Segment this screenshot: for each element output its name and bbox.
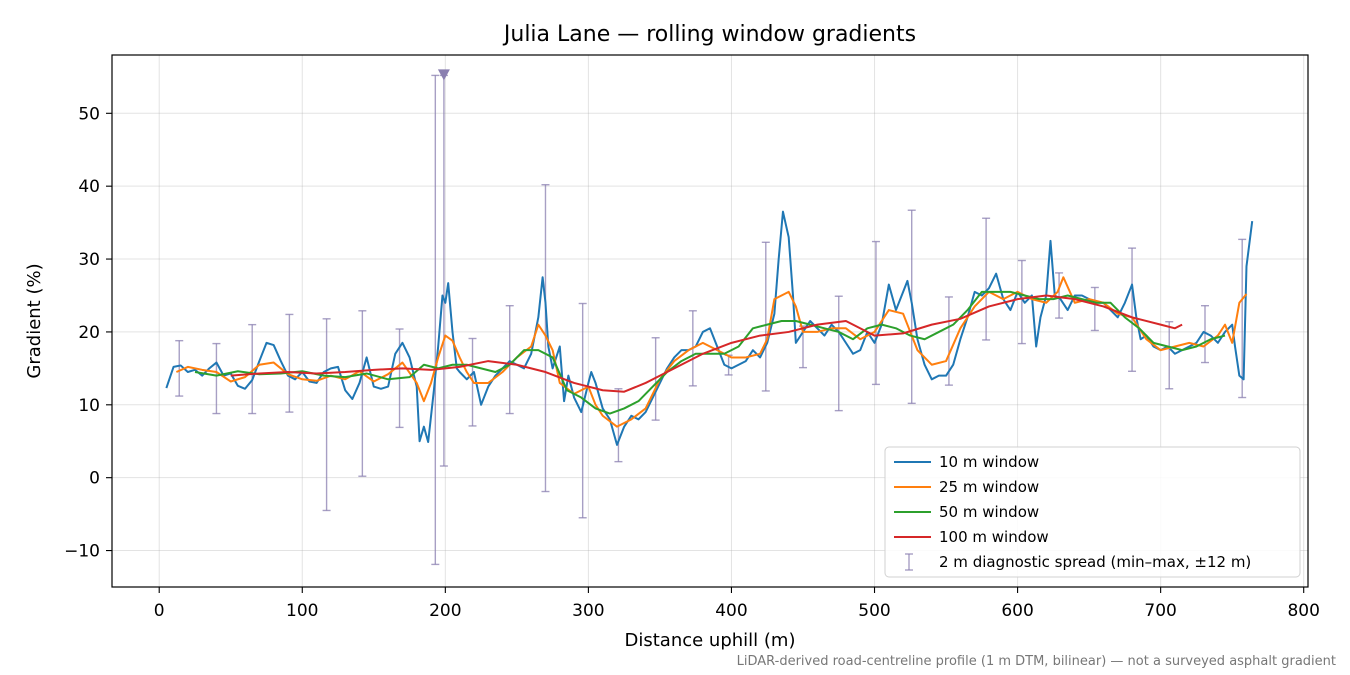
diagnostic-spread-bar [285,313,294,413]
y-tick-label: 50 [78,104,100,124]
diagnostic-spread-bar [505,304,514,415]
y-axis-label: Gradient (%) [24,263,45,378]
footnote: LiDAR-derived road-centreline profile (1… [737,654,1336,669]
clipped-value-marker [437,69,450,81]
x-axis-label: Distance uphill (m) [625,630,796,651]
x-tick-label: 100 [286,601,318,621]
y-tick-label: 10 [78,396,100,416]
diagnostic-spread-bar [1165,321,1174,390]
y-tick-label: 40 [78,177,100,197]
legend-entry: 50 m window [894,503,1039,521]
legend-entry: 25 m window [894,478,1039,496]
diagnostic-spread-bar [1017,259,1026,345]
x-tick-label: 300 [572,601,604,621]
y-tick-label: 30 [78,250,100,270]
diagnostic-spread-bar [1200,304,1209,364]
plot-frame [111,54,1309,588]
diagnostic-spread-bar [1128,247,1137,372]
legend-label: 10 m window [939,453,1039,471]
diagnostic-spread-bar [248,323,257,415]
x-tick-label: 800 [1287,601,1319,621]
diagnostic-spread-bar [212,342,221,415]
legend-box [884,446,1301,578]
x-tick-label: 0 [154,601,165,621]
diagnostic-spread-bar [358,310,367,477]
legend-entry: 2 m diagnostic spread (min–max, ±12 m) [905,553,1251,571]
y-tick-label: −10 [64,542,100,562]
diagnostic-spread-bar [431,74,440,566]
diagnostic-spread-bar [871,240,880,386]
diagnostic-spread-bar [175,339,184,397]
legend-label: 2 m diagnostic spread (min–max, ±12 m) [939,553,1251,571]
series-line [175,276,1248,428]
legend-entry: 100 m window [894,528,1049,546]
legend-entry: 10 m window [894,453,1039,471]
x-tick-label: 700 [1144,601,1176,621]
y-tick-label: 20 [78,323,100,343]
y-tick-label: 0 [89,469,100,489]
axis-ticks: 0 100 200 300 400 500 600 700 800 −10 0 10 20 30 40 50 [64,104,1320,621]
x-tick-label: 400 [715,601,747,621]
x-tick-label: 200 [429,601,461,621]
series-line [194,290,1226,415]
legend-label: 100 m window [939,528,1049,546]
legend-label: 25 m window [939,478,1039,496]
diagnostic-spread-bar [1238,238,1247,399]
plot-data [165,69,1254,566]
diagnostic-spread-bar [578,302,587,519]
legend: 10 m window 25 m window 50 m window 100 m w… [884,446,1301,578]
diagnostic-spread-bar [322,318,331,512]
diagnostic-spread-bar [1055,272,1064,319]
legend-label: 50 m window [939,503,1039,521]
diagnostic-spread-bar [982,217,991,341]
x-tick-label: 500 [858,601,890,621]
x-tick-label: 600 [1001,601,1033,621]
series-line [230,294,1183,393]
diagnostic-spread-bar [1090,286,1099,332]
diagnostic-spread-bar [541,184,550,493]
diagnostic-spread-bar [761,241,770,392]
chart-title: Julia Lane — rolling window gradients [502,22,916,47]
diagnostic-spread-bar [834,295,843,412]
